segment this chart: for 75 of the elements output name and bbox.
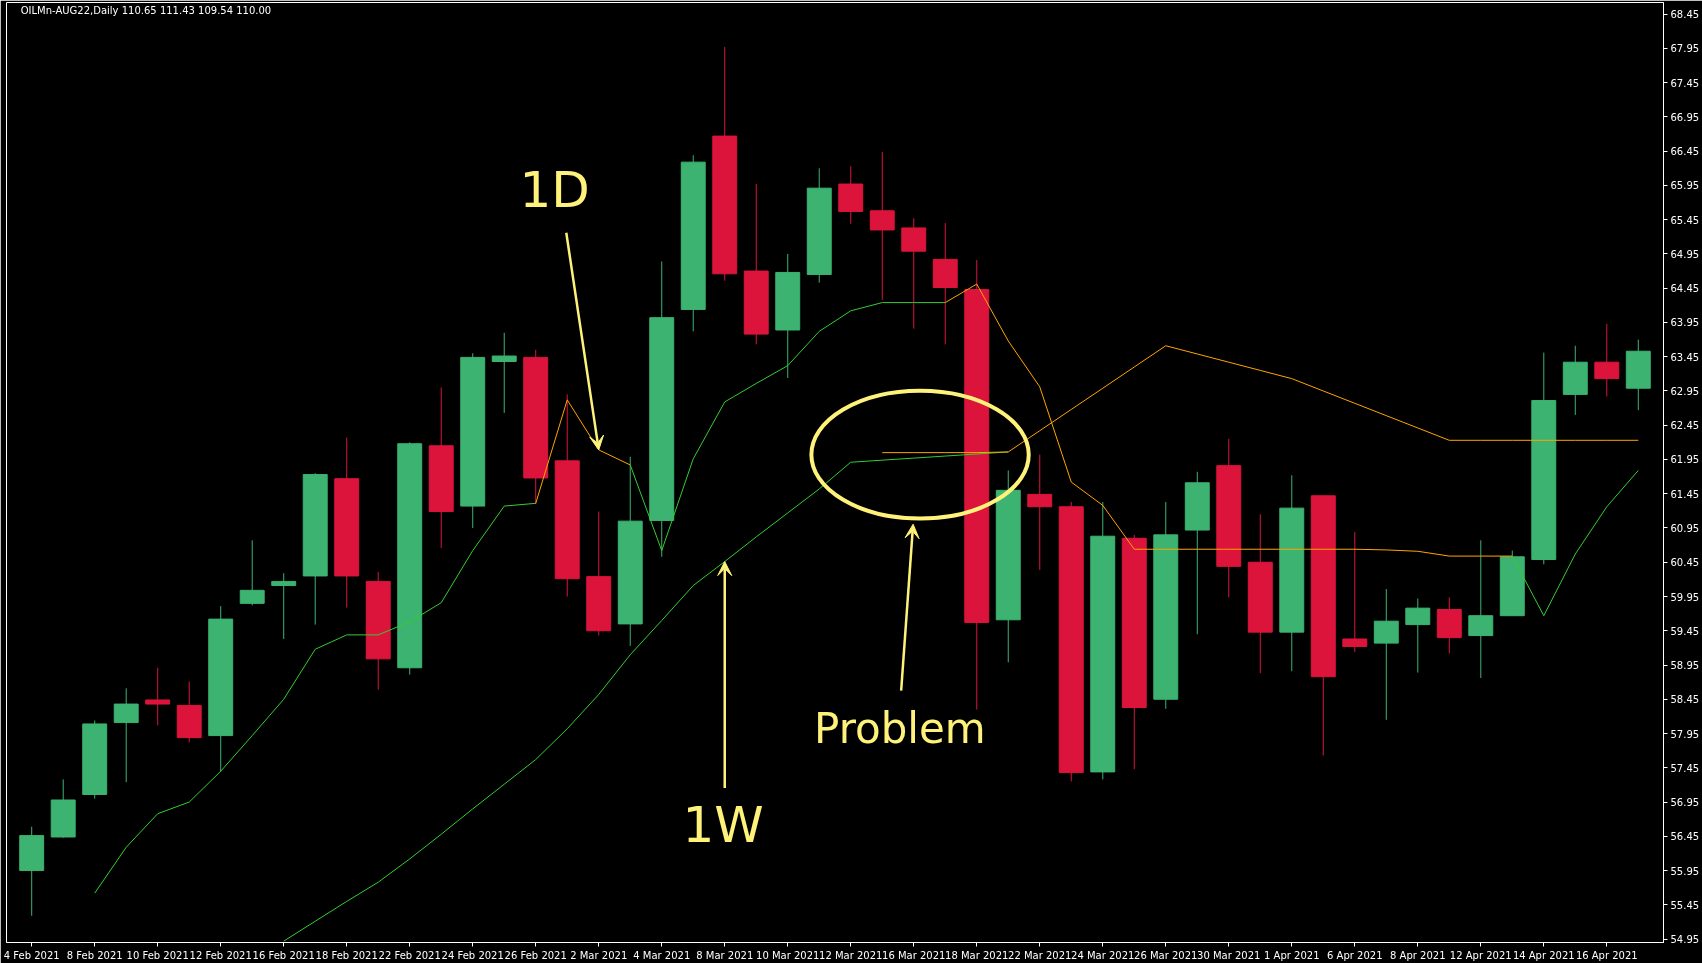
- y-tick-label: 58.95: [1670, 660, 1700, 672]
- chart-title: OILMn-AUG22,Daily 110.65 111.43 109.54 110.00: [20, 5, 272, 17]
- candlestick: [901, 217, 927, 330]
- x-tick-label: 12 Feb 2021: [189, 949, 252, 961]
- y-tick-label: 65.45: [1670, 214, 1700, 226]
- candlestick: [271, 572, 297, 640]
- y-tick-label: 62.95: [1670, 385, 1700, 397]
- annotation: 1D: [519, 161, 590, 220]
- x-tick-label: 2 Mar 2021: [570, 949, 628, 961]
- y-tick-label: 60.45: [1670, 557, 1700, 569]
- x-tick-label: 22 Feb 2021: [378, 949, 441, 961]
- y-tick-label: 65.95: [1670, 180, 1700, 192]
- x-tick-label: 8 Apr 2021: [1390, 949, 1446, 961]
- x-tick-label: 10 Feb 2021: [126, 949, 189, 961]
- y-tick-label: 54.95: [1670, 934, 1700, 946]
- y-tick-label: 60.95: [1670, 523, 1700, 534]
- y-tick-label: 57.45: [1670, 762, 1700, 774]
- y-tick-label: 57.95: [1670, 728, 1700, 740]
- y-tick-label: 55.95: [1670, 865, 1700, 877]
- y-tick-label: 67.95: [1670, 43, 1700, 55]
- line-series: [94, 502, 537, 894]
- x-tick-label: 22 Mar 2021: [1008, 949, 1072, 961]
- x-tick-label: 8 Mar 2021: [696, 949, 754, 961]
- y-tick-label: 62.45: [1670, 420, 1700, 432]
- x-tick-label: 16 Mar 2021: [882, 949, 946, 961]
- y-tick-label: 67.45: [1670, 77, 1700, 89]
- x-tick-label: 16 Apr 2021: [1575, 949, 1638, 961]
- annotation: Problem: [814, 703, 986, 753]
- y-tick-label: 63.95: [1670, 317, 1700, 329]
- candlestick: [113, 687, 139, 783]
- x-tick-label: 6 Apr 2021: [1327, 949, 1383, 961]
- x-tick-label: 1 Apr 2021: [1264, 949, 1320, 961]
- x-tick-label: 12 Mar 2021: [819, 949, 883, 961]
- line-series: [1511, 469, 1639, 617]
- x-tick-label: 4 Mar 2021: [633, 949, 691, 961]
- y-tick-label: 55.45: [1670, 899, 1700, 911]
- y-tick-label: 59.95: [1670, 591, 1700, 603]
- x-tick-label: 10 Mar 2021: [756, 949, 820, 961]
- candlestick: [491, 332, 517, 414]
- y-tick-label: 59.45: [1670, 625, 1700, 637]
- x-tick-label: 4 Feb 2021: [3, 949, 60, 961]
- candlestick: [1373, 588, 1399, 721]
- y-tick-label: 58.45: [1670, 694, 1700, 706]
- x-tick-label: 14 Apr 2021: [1512, 949, 1575, 961]
- y-tick-label: 56.95: [1670, 797, 1700, 809]
- y-tick-label: 56.45: [1670, 831, 1700, 843]
- candlestick: [145, 667, 171, 726]
- x-tick-label: 16 Feb 2021: [252, 949, 315, 961]
- candlestick: [1468, 539, 1494, 679]
- candlestick: [1342, 531, 1368, 653]
- y-tick-label: 66.95: [1670, 111, 1700, 123]
- y-tick-label: 68.45: [1670, 9, 1700, 21]
- candlestick: [239, 539, 265, 606]
- x-tick-label: 26 Feb 2021: [504, 949, 567, 961]
- candlestick: [1405, 598, 1431, 674]
- x-tick-label: 12 Apr 2021: [1449, 949, 1512, 961]
- line-series: [629, 302, 946, 552]
- candlestick: [1027, 454, 1053, 571]
- x-tick-label: 18 Mar 2021: [945, 949, 1009, 961]
- line-series: [535, 399, 631, 504]
- x-tick-label: 18 Feb 2021: [315, 949, 378, 961]
- annotation: 1W: [682, 795, 764, 854]
- x-tick-label: 24 Feb 2021: [441, 949, 504, 961]
- candlestick: [869, 151, 895, 301]
- y-tick-label: 64.45: [1670, 283, 1700, 295]
- x-tick-label: 8 Feb 2021: [66, 949, 123, 961]
- x-tick-label: 30 Mar 2021: [1197, 949, 1261, 961]
- y-tick-label: 61.45: [1670, 488, 1700, 500]
- y-tick-label: 63.45: [1670, 351, 1700, 363]
- candlestick: [1594, 323, 1620, 397]
- y-tick-label: 61.95: [1670, 454, 1700, 466]
- x-tick-label: 24 Mar 2021: [1071, 949, 1135, 961]
- y-tick-label: 64.95: [1670, 248, 1700, 260]
- y-tick-label: 66.45: [1670, 146, 1700, 158]
- x-tick-label: 26 Mar 2021: [1134, 949, 1198, 961]
